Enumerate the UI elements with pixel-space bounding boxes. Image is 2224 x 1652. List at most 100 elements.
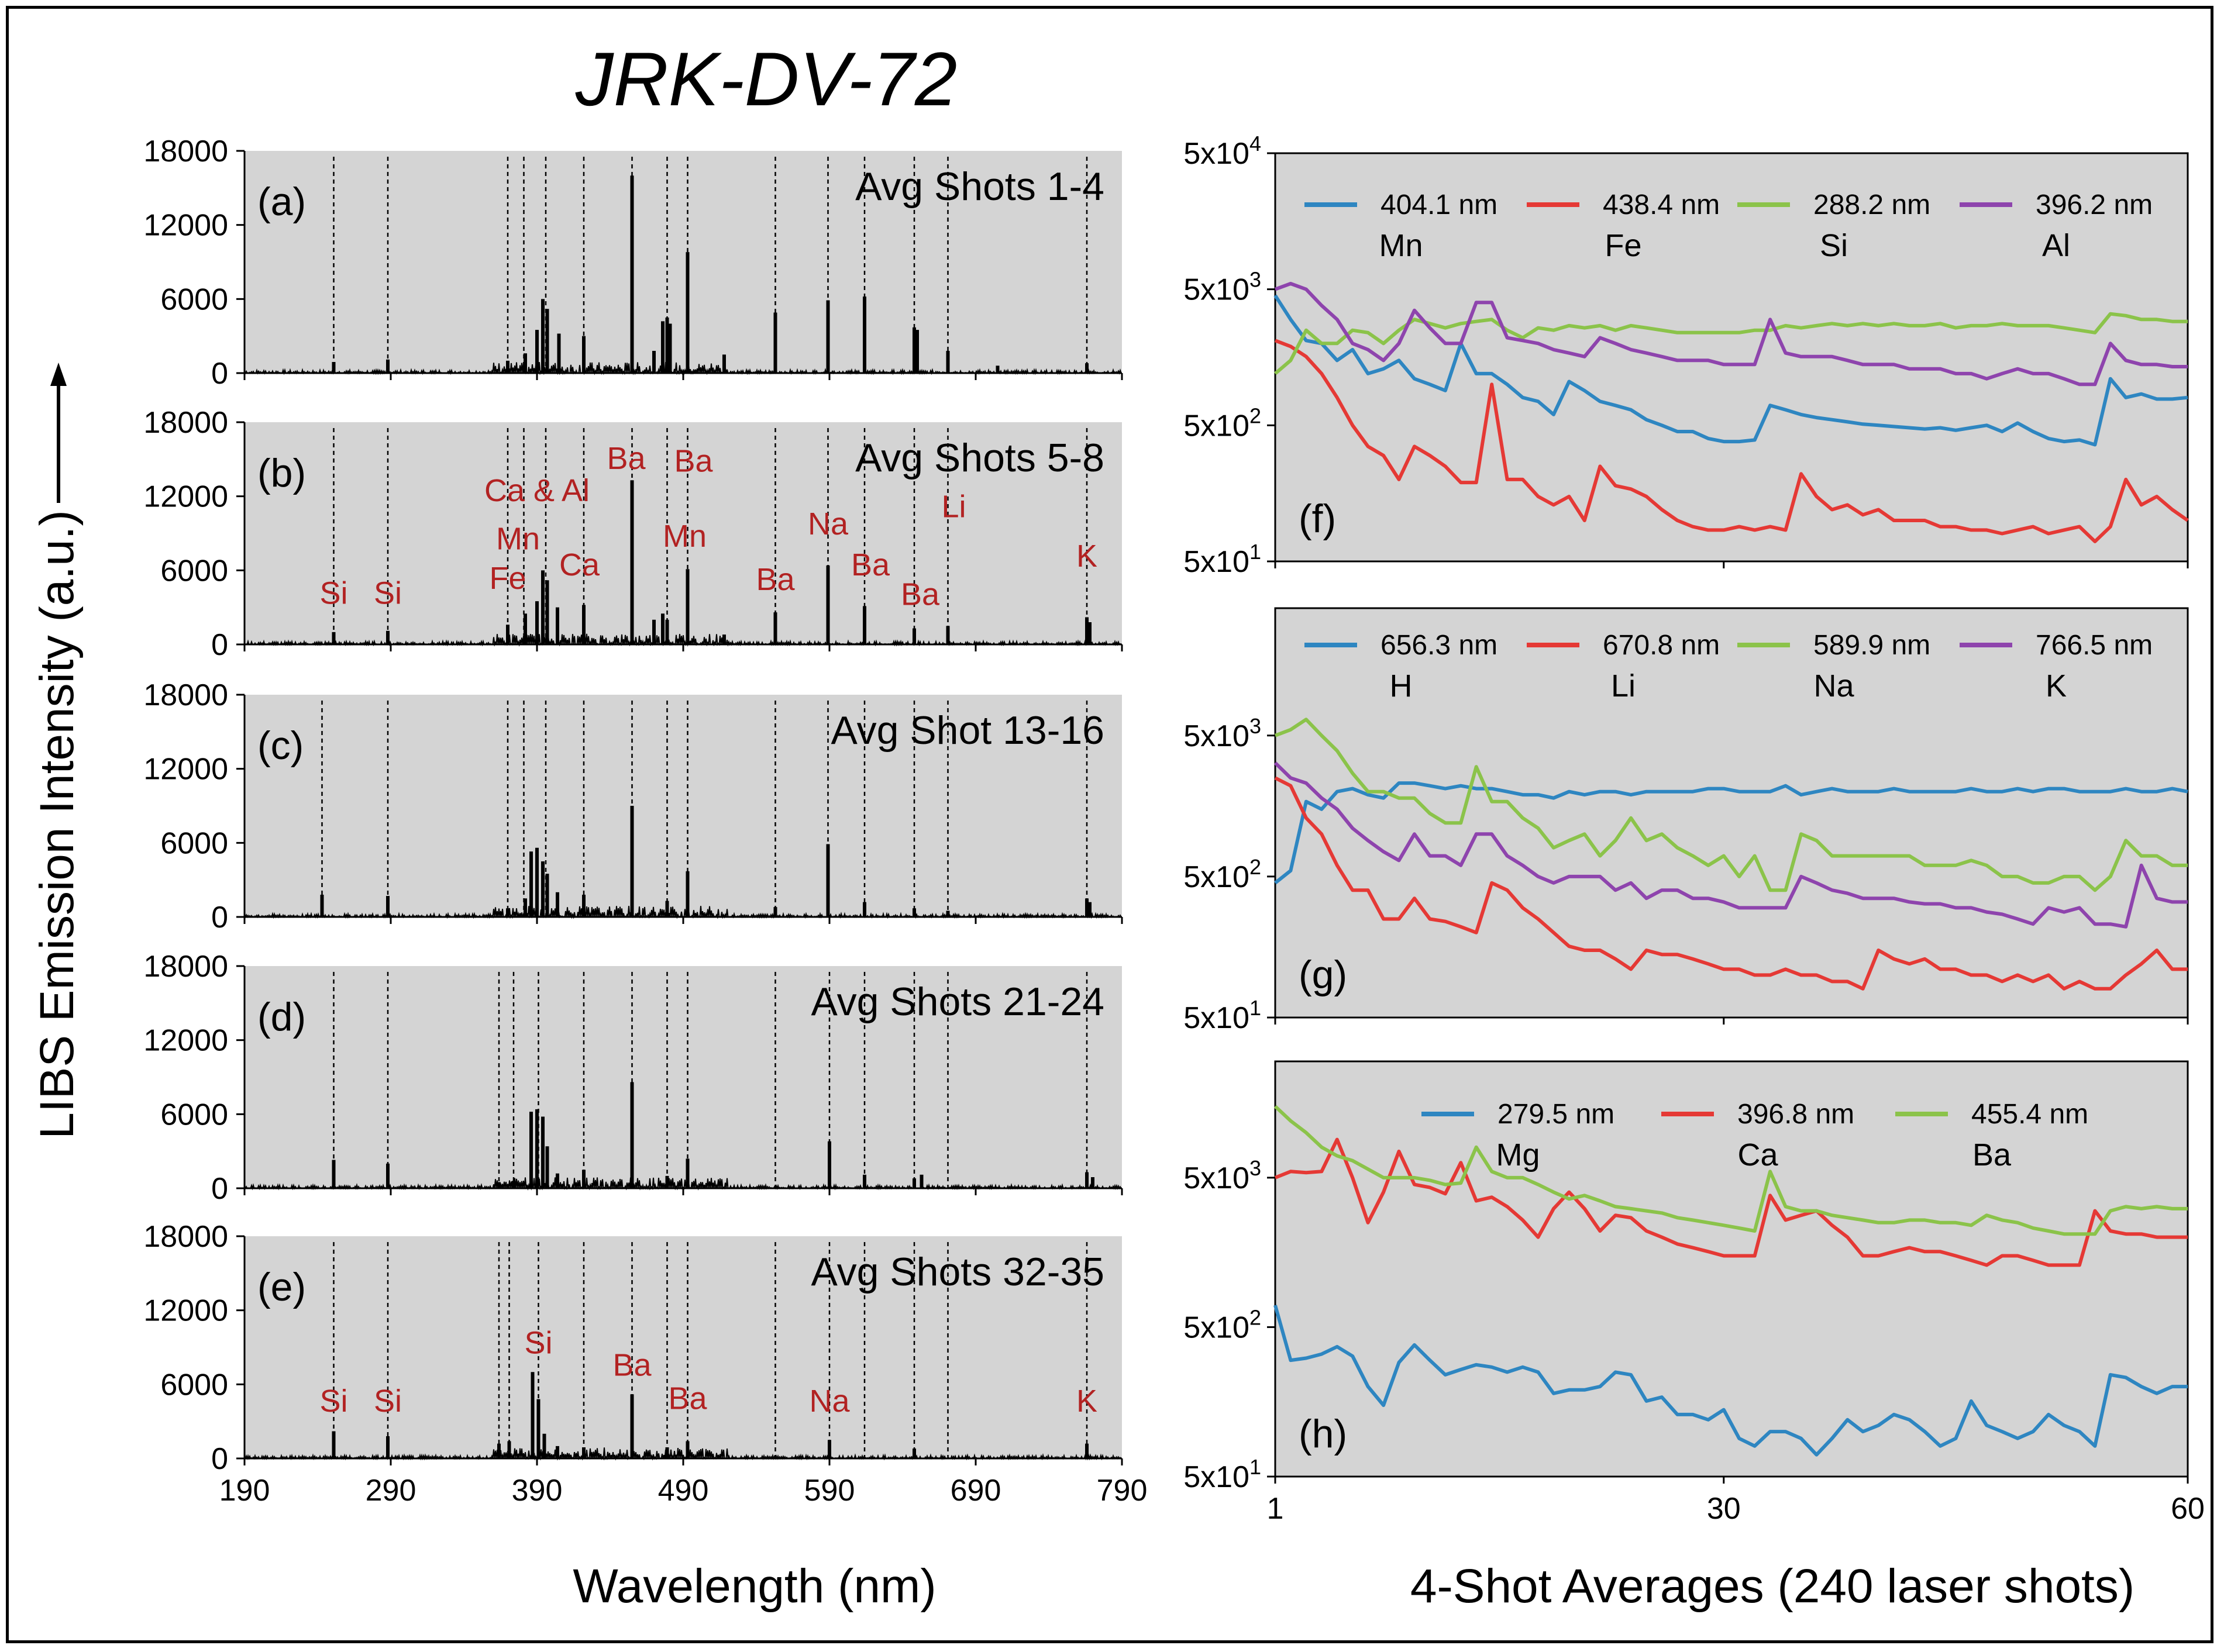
legend-element: Ba <box>1972 1137 2012 1172</box>
legend-wavelength: 766.5 nm <box>2036 630 2153 661</box>
legend-wavelength: 438.4 nm <box>1603 189 1720 220</box>
up-arrow-icon <box>50 363 67 503</box>
panel-annotation: Avg Shots 1-4 <box>855 164 1104 209</box>
element-label: Ca <box>559 547 600 582</box>
y-tick-label: 0 <box>211 357 228 391</box>
element-label: K <box>1076 539 1097 574</box>
y-tick-label: 6000 <box>160 826 228 860</box>
y-tick-base: 5x10 <box>1183 409 1249 443</box>
y-tick-label: 0 <box>211 901 228 934</box>
x-tick-label: 30 <box>1707 1492 1741 1526</box>
series-line-al <box>1274 282 2188 387</box>
panel-tag: (f) <box>1299 496 1336 541</box>
y-tick-label: 5x102 <box>1183 1305 1261 1344</box>
y-tick-label: 0 <box>211 1442 228 1476</box>
y-tick-label: 18000 <box>143 950 228 984</box>
y-tick-label: 6000 <box>160 1368 228 1402</box>
y-tick-label: 18000 <box>143 134 228 168</box>
legend-element: Li <box>1611 668 1636 703</box>
figure-frame <box>6 6 2213 1643</box>
element-label: Na <box>808 506 849 542</box>
spectrum-panel-c: 0 6000 12000 18000 (c) Avg Shot 13-16 <box>143 678 1123 934</box>
legend-wavelength: 279.5 nm <box>1497 1099 1614 1130</box>
panel-tag: (e) <box>257 1265 306 1309</box>
element-label: Ba <box>612 1348 652 1383</box>
legend-element: K <box>2046 668 2067 703</box>
y-tick-label: 5x102 <box>1183 855 1261 894</box>
x-tick-label: 390 <box>512 1474 563 1508</box>
element-label: Si <box>319 575 347 611</box>
y-tick-label: 5x103 <box>1183 1156 1261 1195</box>
panel-tag: (a) <box>257 180 306 224</box>
panel-tag: (d) <box>257 995 306 1039</box>
y-tick-base: 5x10 <box>1183 1460 1249 1494</box>
element-label: Ba <box>756 562 795 597</box>
series-line-ba <box>1273 1105 2188 1236</box>
plot-background <box>1274 1060 2189 1478</box>
x-tick-label: 1 <box>1267 1492 1284 1526</box>
x-tick-label: 490 <box>658 1474 709 1508</box>
y-tick-label: 18000 <box>143 406 228 440</box>
legend-wavelength: 670.8 nm <box>1603 630 1720 661</box>
x-tick-label: 690 <box>951 1474 1001 1508</box>
x-tick-label: 590 <box>804 1474 855 1508</box>
element-label: Ca & Al <box>484 473 590 508</box>
y-tick-exponent: 1 <box>1249 1455 1261 1479</box>
y-tick-base: 5x10 <box>1183 1310 1249 1344</box>
y-tick-exponent: 3 <box>1249 714 1261 738</box>
y-tick-label: 5x101 <box>1183 996 1261 1035</box>
legend-element: H <box>1390 668 1413 703</box>
plot-background <box>245 151 1122 373</box>
panel-annotation: Avg Shot 13-16 <box>831 708 1104 753</box>
left-xlabel: Wavelength (nm) <box>573 1560 936 1613</box>
spectrum-panel-b: 0 6000 12000 18000 (b) Avg Shots 5-8 Si Si Fe Mn C… <box>143 406 1123 662</box>
spectrum-panel-d: 0 6000 12000 18000 (d) Avg Shots 21-24 <box>143 950 1123 1206</box>
y-tick-label: 12000 <box>143 753 228 787</box>
y-tick-base: 5x10 <box>1183 1161 1249 1195</box>
y-tick-exponent: 1 <box>1249 996 1261 1020</box>
x-tick-label: 190 <box>219 1474 270 1508</box>
panel-annotation: Avg Shots 5-8 <box>855 436 1104 480</box>
legend-wavelength: 455.4 nm <box>1971 1099 2088 1130</box>
y-tick-label: 5x101 <box>1183 1455 1261 1494</box>
series-line-h <box>1274 781 2188 885</box>
plot-background <box>245 1236 1122 1458</box>
panel-tag: (g) <box>1299 953 1347 997</box>
legend-wavelength: 288.2 nm <box>1813 189 1930 220</box>
y-tick-base: 5x10 <box>1183 273 1249 307</box>
y-tick-label: 12000 <box>143 480 228 514</box>
y-tick-exponent: 3 <box>1249 268 1261 292</box>
series-line-na <box>1274 718 2188 892</box>
element-label: Ba <box>668 1381 707 1416</box>
plot-background <box>245 966 1122 1188</box>
series-line-k <box>1273 761 2188 929</box>
series-line-mn <box>1273 294 2188 447</box>
series-line-fe <box>1274 339 2189 543</box>
legend-wavelength: 404.1 nm <box>1380 189 1497 220</box>
element-label: Si <box>374 1384 402 1419</box>
element-label: Ba <box>674 443 713 478</box>
element-label: Ba <box>851 547 890 582</box>
y-tick-label: 5x103 <box>1183 714 1261 753</box>
element-label: Ba <box>901 577 940 612</box>
y-tick-exponent: 4 <box>1249 132 1261 156</box>
legend-element: Fe <box>1605 228 1641 263</box>
legend-element: Ca <box>1737 1137 1778 1172</box>
y-tick-label: 18000 <box>143 678 228 712</box>
y-tick-base: 5x10 <box>1183 545 1249 579</box>
x-tick-label: 290 <box>366 1474 416 1508</box>
series-line-li <box>1274 776 2188 991</box>
y-tick-base: 5x10 <box>1183 137 1249 171</box>
y-tick-exponent: 1 <box>1249 540 1261 564</box>
panel-tag: (c) <box>257 723 304 768</box>
element-label: Mn <box>496 521 540 556</box>
y-tick-label: 5x104 <box>1183 132 1261 171</box>
figure-title: JRK-DV-72 <box>575 36 958 122</box>
plot-background <box>245 422 1122 644</box>
y-tick-label: 18000 <box>143 1220 228 1254</box>
legend-wavelength: 396.8 nm <box>1737 1099 1854 1130</box>
legend-wavelength: 656.3 nm <box>1380 630 1497 661</box>
